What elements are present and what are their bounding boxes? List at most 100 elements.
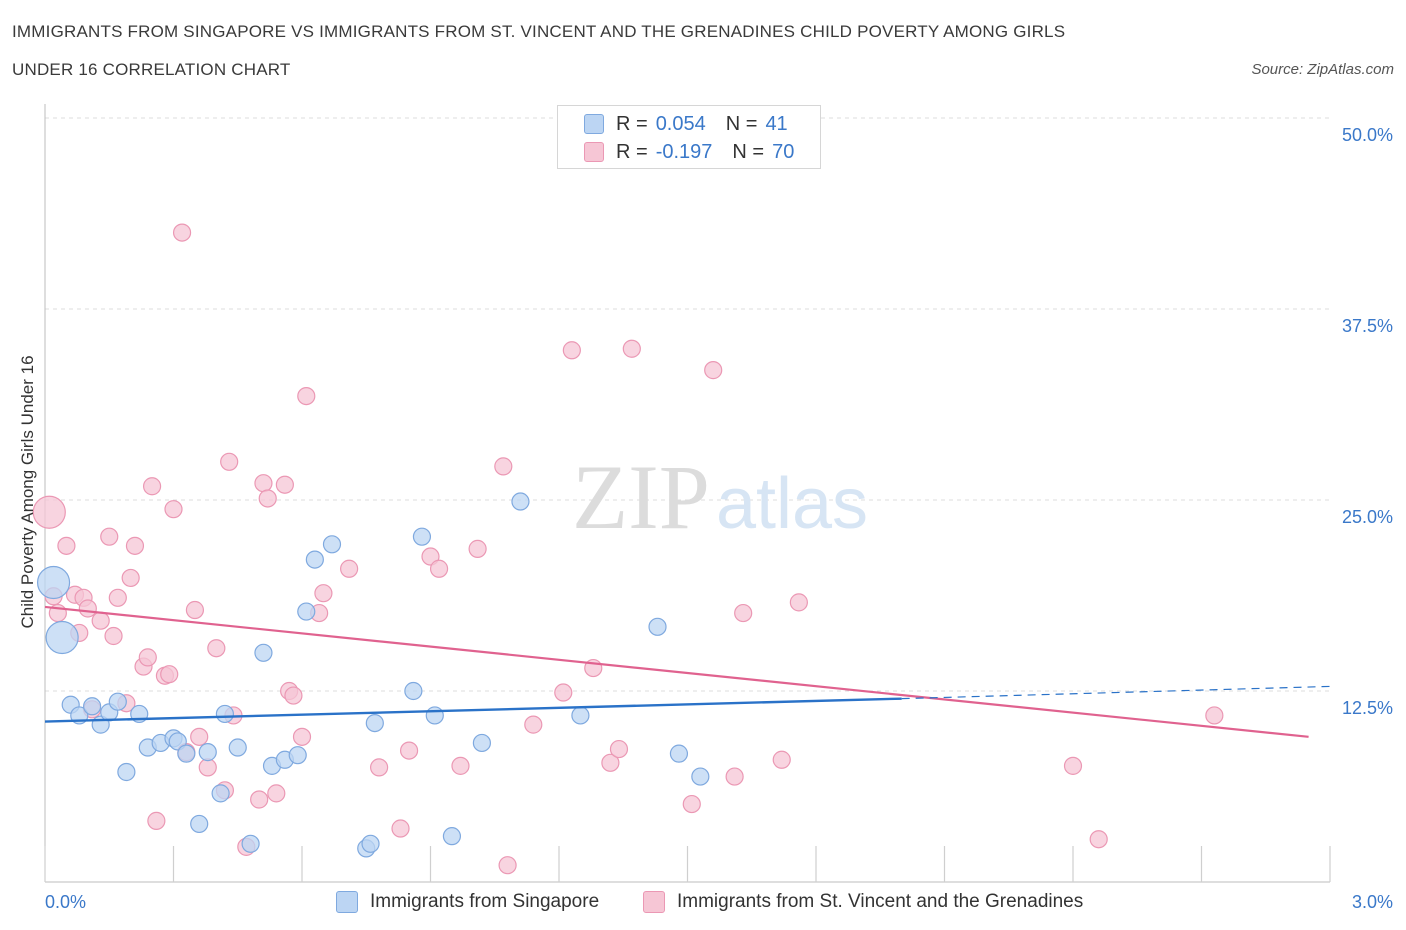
point-st-vincent bbox=[164, 500, 183, 519]
point-st-vincent bbox=[100, 527, 119, 546]
point-st-vincent bbox=[391, 819, 410, 838]
trend-line-singapore bbox=[44, 697, 902, 723]
point-st-vincent bbox=[207, 639, 226, 658]
y-tick-label: 50.0% bbox=[1342, 125, 1393, 145]
point-singapore bbox=[669, 744, 689, 763]
n-label: N = bbox=[725, 112, 758, 135]
point-singapore bbox=[297, 602, 316, 621]
y-tick-label: 12.5% bbox=[1342, 698, 1393, 718]
point-st-vincent bbox=[524, 715, 543, 734]
r-label: R = bbox=[616, 112, 648, 135]
point-st-vincent bbox=[498, 856, 517, 875]
x-tick-label-max: 3.0% bbox=[1352, 892, 1393, 912]
point-singapore bbox=[241, 834, 260, 853]
point-st-vincent bbox=[172, 223, 192, 242]
trend-line-st-vincent bbox=[44, 605, 1309, 738]
point-st-vincent bbox=[429, 559, 449, 578]
point-st-vincent bbox=[250, 790, 269, 809]
chart-title-line-1: IMMIGRANTS FROM SINGAPORE VS IMMIGRANTS … bbox=[12, 22, 1066, 41]
point-st-vincent bbox=[104, 626, 123, 646]
bottom-legend-st-vincent: Immigrants from St. Vincent and the Gren… bbox=[643, 889, 1083, 915]
grid-lines bbox=[45, 117, 1330, 692]
point-st-vincent bbox=[160, 665, 179, 684]
r-value-singapore: 0.054 bbox=[655, 112, 706, 135]
correlation-legend: R = 0.054 N = 41 R = -0.197 N = 70 bbox=[557, 105, 821, 169]
point-st-vincent bbox=[32, 495, 66, 529]
point-singapore bbox=[305, 550, 324, 569]
point-singapore bbox=[45, 620, 79, 655]
point-singapore bbox=[36, 565, 71, 600]
point-singapore bbox=[108, 692, 127, 711]
r-value-st-vincent: -0.197 bbox=[655, 140, 713, 163]
point-singapore bbox=[691, 767, 710, 786]
point-singapore bbox=[228, 738, 247, 757]
point-st-vincent bbox=[468, 539, 487, 558]
point-st-vincent bbox=[198, 758, 217, 777]
point-singapore bbox=[322, 535, 342, 554]
point-singapore bbox=[412, 527, 432, 546]
point-singapore bbox=[177, 744, 196, 763]
point-singapore bbox=[365, 713, 384, 733]
point-st-vincent bbox=[108, 588, 127, 607]
point-singapore bbox=[511, 492, 530, 511]
point-st-vincent bbox=[725, 767, 744, 786]
point-singapore bbox=[648, 617, 667, 636]
point-st-vincent bbox=[451, 756, 470, 775]
point-singapore bbox=[288, 746, 307, 765]
point-st-vincent bbox=[125, 536, 145, 555]
watermark-atlas: atlas bbox=[716, 464, 868, 544]
point-st-vincent bbox=[254, 474, 273, 493]
watermark: ZIPatlas bbox=[572, 446, 868, 548]
point-st-vincent bbox=[267, 784, 286, 803]
point-st-vincent bbox=[275, 475, 294, 494]
n-value-singapore: 41 bbox=[765, 112, 788, 135]
x-tick-label-min: 0.0% bbox=[45, 892, 86, 912]
point-st-vincent bbox=[314, 584, 333, 603]
tick-labels: 12.5% 25.0% 37.5% 50.0% 0.0% 3.0% bbox=[45, 125, 1393, 912]
point-st-vincent bbox=[220, 452, 239, 471]
watermark-zip: ZIP bbox=[572, 446, 710, 548]
legend-row-singapore: R = 0.054 N = 41 bbox=[584, 110, 788, 138]
point-st-vincent bbox=[622, 339, 641, 358]
point-st-vincent bbox=[147, 811, 166, 830]
point-st-vincent bbox=[142, 477, 162, 496]
point-singapore bbox=[361, 834, 380, 853]
point-st-vincent bbox=[789, 593, 808, 612]
point-st-vincent bbox=[494, 457, 513, 476]
point-st-vincent bbox=[190, 727, 209, 746]
point-st-vincent bbox=[601, 753, 620, 772]
n-value-st-vincent: 70 bbox=[772, 140, 795, 163]
y-axis-label: Child Poverty Among Girls Under 16 bbox=[18, 355, 37, 629]
bottom-legend-singapore: Immigrants from Singapore bbox=[336, 889, 599, 915]
point-st-vincent bbox=[772, 750, 791, 769]
legend-label-st-vincent: Immigrants from St. Vincent and the Gren… bbox=[677, 891, 1084, 912]
point-singapore bbox=[117, 762, 136, 782]
point-singapore bbox=[254, 643, 273, 662]
point-st-vincent bbox=[554, 683, 573, 702]
legend-row-st-vincent: R = -0.197 N = 70 bbox=[584, 138, 794, 166]
point-st-vincent bbox=[121, 568, 140, 588]
point-st-vincent bbox=[185, 600, 205, 620]
point-st-vincent bbox=[1205, 706, 1224, 725]
chart-title-line-2: UNDER 16 CORRELATION CHART bbox=[12, 60, 291, 79]
blue-swatch bbox=[584, 114, 604, 134]
source-label: Source: ZipAtlas.com bbox=[1251, 61, 1394, 78]
point-st-vincent bbox=[78, 599, 97, 618]
point-st-vincent bbox=[340, 559, 359, 578]
point-st-vincent bbox=[138, 648, 157, 667]
r-label: R = bbox=[616, 140, 648, 163]
point-st-vincent bbox=[399, 741, 419, 760]
point-singapore bbox=[190, 814, 209, 834]
n-label: N = bbox=[732, 140, 765, 163]
blue-swatch bbox=[336, 891, 358, 913]
y-tick-label: 37.5% bbox=[1342, 316, 1393, 336]
point-st-vincent bbox=[704, 361, 723, 380]
point-st-vincent bbox=[57, 536, 76, 555]
point-st-vincent bbox=[258, 489, 277, 508]
pink-swatch bbox=[643, 891, 665, 913]
point-singapore bbox=[83, 697, 102, 716]
point-st-vincent bbox=[91, 611, 110, 630]
axes bbox=[44, 104, 1331, 883]
point-st-vincent bbox=[284, 686, 303, 705]
